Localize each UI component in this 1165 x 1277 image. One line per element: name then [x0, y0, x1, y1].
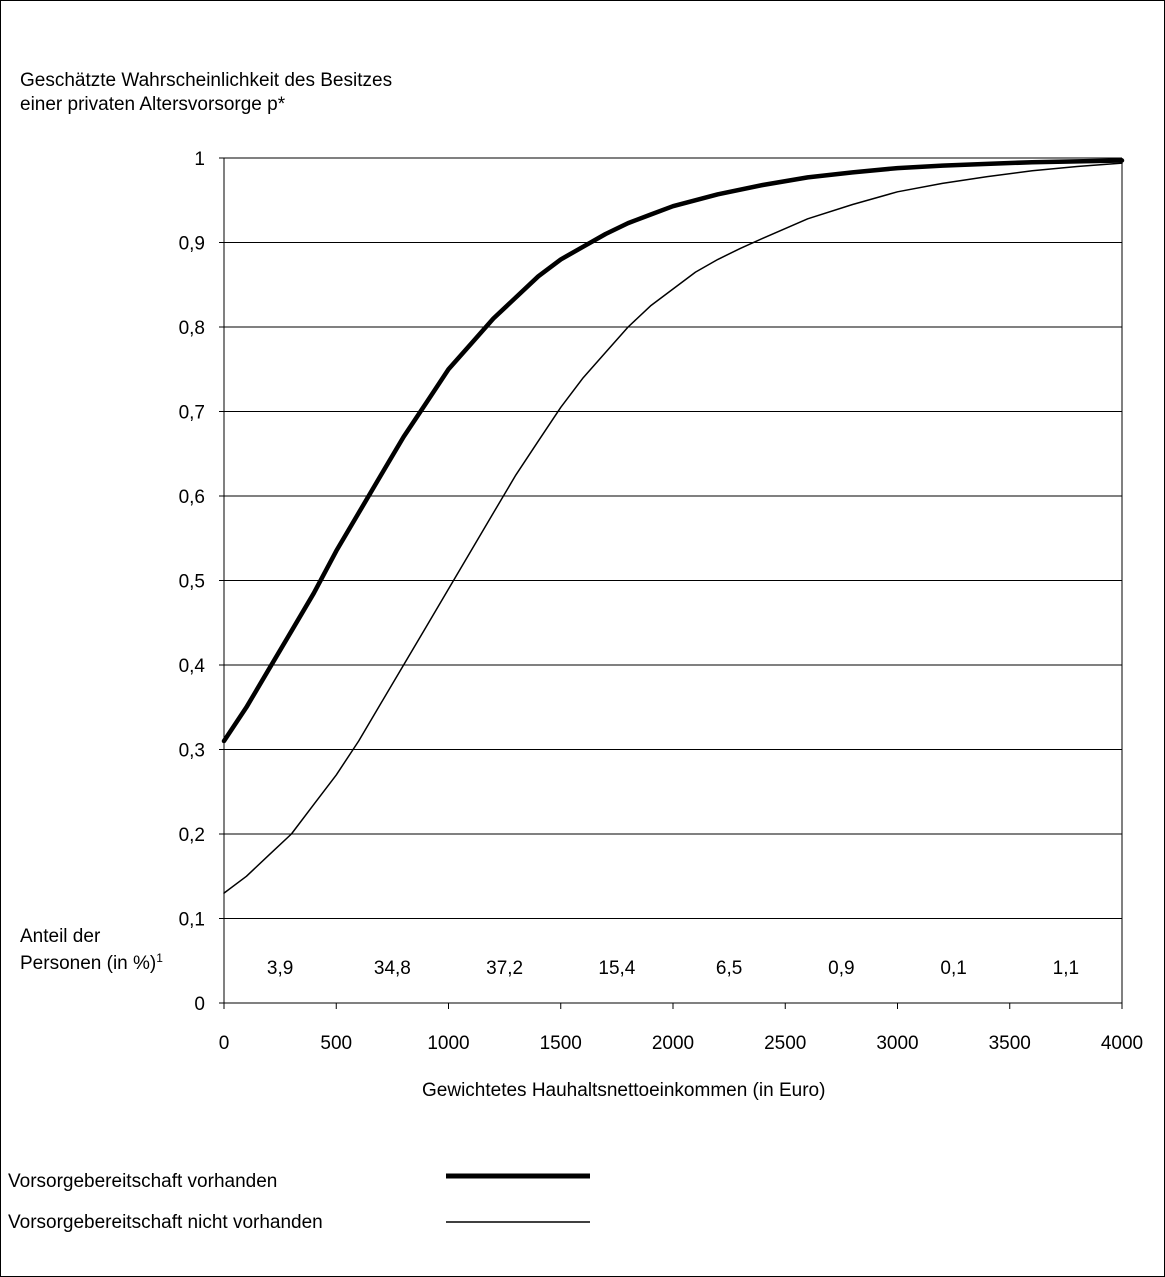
y-tick-label-10: 1	[194, 149, 205, 170]
share-value-0: 3,9	[267, 958, 293, 979]
series-lines	[224, 161, 1122, 894]
share-value-1: 34,8	[374, 958, 411, 979]
y-tick-label-8: 0,8	[179, 318, 205, 339]
y-tick-label-7: 0,7	[179, 403, 205, 424]
y-tick-label-0: 0	[194, 994, 205, 1015]
x-tick-label-6: 3000	[876, 1033, 918, 1054]
x-tick-label-2: 1000	[427, 1033, 469, 1054]
y-tick-label-2: 0,2	[179, 825, 205, 846]
x-tick-label-1: 500	[320, 1033, 352, 1054]
series-line-2	[224, 163, 1122, 893]
share-values: 3,9 34,8 37,2 15,4 6,5 0,9 0,1 1,1	[267, 958, 1079, 979]
gridlines	[224, 158, 1122, 919]
share-value-7: 1,1	[1053, 958, 1079, 979]
x-tick-label-3: 1500	[540, 1033, 582, 1054]
x-tick-label-4: 2000	[652, 1033, 694, 1054]
series-line-1	[224, 161, 1122, 742]
legend	[446, 1176, 590, 1222]
x-tick-labels: 0 500 1000 1500 2000 2500 3000 3500 4000	[219, 1033, 1143, 1054]
y-tick-label-9: 0,9	[179, 234, 205, 255]
y-tick-labels: 0 0,1 0,2 0,3 0,4 0,5 0,6 0,7 0,8 0,9 1	[179, 149, 206, 1015]
share-value-6: 0,1	[940, 958, 966, 979]
axes	[219, 158, 1122, 1009]
x-tick-label-0: 0	[219, 1033, 230, 1054]
y-tick-label-5: 0,5	[179, 572, 205, 593]
x-tick-label-7: 3500	[989, 1033, 1031, 1054]
share-value-2: 37,2	[486, 958, 523, 979]
y-tick-label-1: 0,1	[179, 910, 205, 931]
share-value-4: 6,5	[716, 958, 742, 979]
share-value-5: 0,9	[828, 958, 854, 979]
y-tick-label-6: 0,6	[179, 487, 205, 508]
x-tick-label-8: 4000	[1101, 1033, 1143, 1054]
share-value-3: 15,4	[598, 958, 635, 979]
y-tick-label-4: 0,4	[179, 656, 206, 677]
y-tick-label-3: 0,3	[179, 741, 205, 762]
x-tick-label-5: 2500	[764, 1033, 806, 1054]
